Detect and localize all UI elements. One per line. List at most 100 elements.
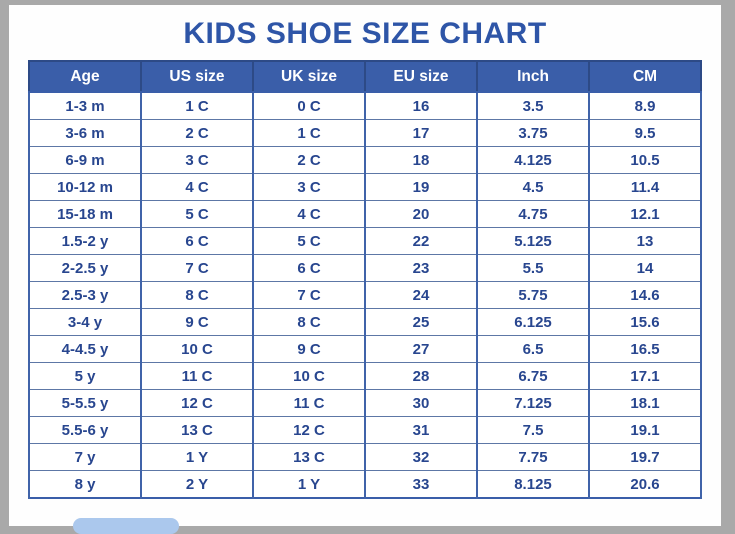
table-cell: 30 (364, 389, 478, 417)
table-cell: 1 C (252, 119, 366, 147)
table-cell: 9 C (140, 308, 254, 336)
table-cell: 27 (364, 335, 478, 363)
table-cell: 7.125 (476, 389, 590, 417)
table-cell: 10 C (252, 362, 366, 390)
table-cell: 5.125 (476, 227, 590, 255)
table-cell: 7 C (252, 281, 366, 309)
table-cell: 4 C (140, 173, 254, 201)
table-cell: 7 C (140, 254, 254, 282)
table-cell: 13 C (252, 443, 366, 471)
table-cell: 10 C (140, 335, 254, 363)
table-cell: 7 y (28, 443, 142, 471)
table-cell: 14.6 (588, 281, 702, 309)
table-cell: 3.75 (476, 119, 590, 147)
table-cell: 2.5-3 y (28, 281, 142, 309)
table-cell: 33 (364, 470, 478, 499)
table-cell: 12 C (140, 389, 254, 417)
table-cell: 32 (364, 443, 478, 471)
table-cell: 5.75 (476, 281, 590, 309)
bottom-pill-decoration (73, 518, 179, 534)
table-cell: 17 (364, 119, 478, 147)
table-cell: 5-5.5 y (28, 389, 142, 417)
table-cell: 5 y (28, 362, 142, 390)
column-header-age: Age (28, 60, 142, 93)
table-cell: 5 C (140, 200, 254, 228)
table-cell: 13 (588, 227, 702, 255)
table-cell: 11 C (140, 362, 254, 390)
table-row: 5-5.5 y 12 C 11 C 30 7.125 18.1 (28, 389, 702, 417)
table-cell: 24 (364, 281, 478, 309)
table-cell: 16 (364, 91, 478, 120)
table-cell: 4.125 (476, 146, 590, 174)
table-cell: 14 (588, 254, 702, 282)
table-cell: 8 C (252, 308, 366, 336)
column-header-us-size: US size (140, 60, 254, 93)
column-header-inch: Inch (476, 60, 590, 93)
table-cell: 7.5 (476, 416, 590, 444)
table-cell: 7.75 (476, 443, 590, 471)
table-cell: 4.75 (476, 200, 590, 228)
table-cell: 10-12 m (28, 173, 142, 201)
table-cell: 9.5 (588, 119, 702, 147)
table-cell: 2-2.5 y (28, 254, 142, 282)
table-row: 5.5-6 y 13 C 12 C 31 7.5 19.1 (28, 416, 702, 444)
table-cell: 6.5 (476, 335, 590, 363)
column-header-uk-size: UK size (252, 60, 366, 93)
table-cell: 20.6 (588, 470, 702, 499)
table-cell: 20 (364, 200, 478, 228)
table-cell: 19.1 (588, 416, 702, 444)
table-cell: 2 C (252, 146, 366, 174)
table-cell: 5.5 (476, 254, 590, 282)
table-cell: 4-4.5 y (28, 335, 142, 363)
table-cell: 1 Y (140, 443, 254, 471)
table-cell: 8 y (28, 470, 142, 499)
table-cell: 6.125 (476, 308, 590, 336)
table-cell: 6 C (140, 227, 254, 255)
table-cell: 8.9 (588, 91, 702, 120)
table-cell: 5 C (252, 227, 366, 255)
table-cell: 22 (364, 227, 478, 255)
table-cell: 11.4 (588, 173, 702, 201)
table-cell: 1.5-2 y (28, 227, 142, 255)
table-cell: 12 C (252, 416, 366, 444)
table-cell: 18 (364, 146, 478, 174)
table-cell: 10.5 (588, 146, 702, 174)
table-cell: 16.5 (588, 335, 702, 363)
table-row: 5 y 11 C 10 C 28 6.75 17.1 (28, 362, 702, 390)
table-cell: 6.75 (476, 362, 590, 390)
table-cell: 2 C (140, 119, 254, 147)
table-cell: 15-18 m (28, 200, 142, 228)
table-cell: 3.5 (476, 91, 590, 120)
table-cell: 19.7 (588, 443, 702, 471)
table-cell: 25 (364, 308, 478, 336)
column-header-eu-size: EU size (364, 60, 478, 93)
table-cell: 3-6 m (28, 119, 142, 147)
table-cell: 1 Y (252, 470, 366, 499)
table-cell: 9 C (252, 335, 366, 363)
table-cell: 11 C (252, 389, 366, 417)
header-row: Age US size UK size EU size Inch CM (28, 60, 702, 93)
chart-page: KIDS SHOE SIZE CHART Age US size UK size EU… (9, 5, 721, 534)
table-cell: 3-4 y (28, 308, 142, 336)
table-header: Age US size UK size EU size Inch CM (28, 60, 702, 93)
table-cell: 31 (364, 416, 478, 444)
table-cell: 19 (364, 173, 478, 201)
table-cell: 4.5 (476, 173, 590, 201)
table-cell: 28 (364, 362, 478, 390)
table-cell: 2 Y (140, 470, 254, 499)
table-cell: 13 C (140, 416, 254, 444)
table-cell: 1-3 m (28, 91, 142, 120)
table-cell: 23 (364, 254, 478, 282)
